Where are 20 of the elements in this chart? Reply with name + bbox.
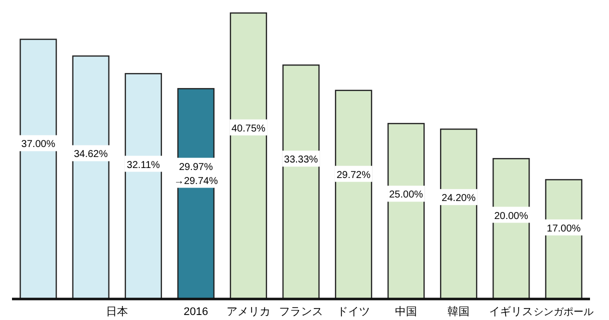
data-label: 37.00%	[21, 139, 56, 150]
x-tick-label: 2016	[184, 306, 208, 318]
x-tick-label: イギリス	[489, 306, 534, 318]
data-label: 25.00%	[389, 190, 424, 201]
data-label: 32.11%	[126, 160, 160, 171]
x-tick-label: ドイツ	[337, 306, 370, 318]
data-label: 29.97% →29.74%	[174, 162, 218, 187]
x-tick-label: シンガポール	[534, 307, 594, 318]
data-label: 20.00%	[494, 210, 528, 222]
data-label: 33.33%	[284, 154, 318, 166]
data-label: 34.62%	[74, 149, 108, 160]
data-label: 40.75%	[231, 123, 266, 134]
x-tick-label: 中国	[395, 305, 418, 318]
x-tick-label: アメリカ	[226, 306, 270, 318]
x-tick-label: 韓国	[448, 305, 470, 318]
data-label: 24.20%	[442, 193, 476, 204]
data-label: 29.72%	[336, 170, 371, 181]
text: 日本	[106, 305, 128, 318]
x-tick-label: フランス	[279, 306, 323, 318]
data-label: 17.00%	[546, 223, 581, 234]
